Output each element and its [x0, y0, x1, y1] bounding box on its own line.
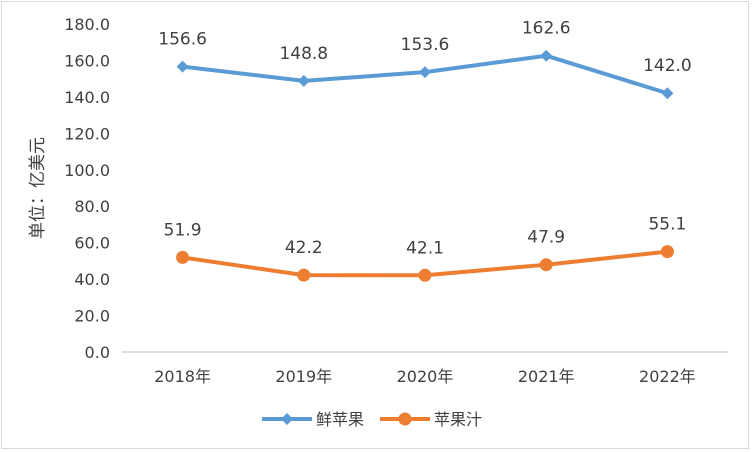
data-point — [176, 250, 190, 264]
y-tick-label: 180.0 — [64, 15, 110, 34]
series-group: 156.6 148.8 153.6 162.6 142.0 51.9 42.2 42.1 47.… — [158, 19, 692, 282]
y-axis-title-group: 单位：亿美元 — [28, 137, 48, 239]
data-point — [419, 66, 431, 79]
y-tick-label: 100.0 — [64, 161, 110, 180]
legend-label: 苹果汁 — [434, 410, 482, 429]
data-point — [297, 268, 311, 282]
data-point — [661, 87, 674, 100]
data-point — [176, 60, 189, 73]
x-tick-label: 2022年 — [639, 367, 696, 386]
series-1: 156.6 148.8 153.6 162.6 142.0 — [158, 19, 692, 100]
series-2: 51.9 42.2 42.1 47.9 55.1 — [164, 215, 686, 282]
legend-label: 鲜苹果 — [316, 410, 364, 429]
data-label: 42.2 — [285, 238, 323, 258]
y-tick-label: 40.0 — [74, 270, 110, 289]
x-tick-label: 2019年 — [275, 367, 332, 386]
data-label: 142.0 — [643, 56, 692, 76]
data-label: 47.9 — [527, 228, 565, 248]
y-tick-label: 20.0 — [74, 307, 110, 326]
data-label: 42.1 — [406, 238, 444, 258]
data-label: 156.6 — [158, 30, 207, 50]
data-label: 153.6 — [401, 35, 450, 55]
legend: 鲜苹果 苹果汁 — [262, 410, 482, 429]
y-tick-label: 120.0 — [64, 124, 110, 143]
data-point — [418, 268, 432, 282]
x-tick-label: 2020年 — [397, 367, 454, 386]
data-point — [539, 258, 553, 272]
y-tick-label: 80.0 — [74, 197, 110, 216]
y-tick-label: 160.0 — [64, 51, 110, 70]
data-label: 162.6 — [522, 19, 571, 39]
data-label: 148.8 — [279, 44, 328, 64]
y-tick-label: 0.0 — [85, 343, 110, 362]
x-axis-ticks: 2018年 2019年 2020年 2021年 2022年 — [154, 367, 696, 386]
data-point — [297, 74, 310, 87]
legend-marker — [281, 413, 293, 425]
x-tick-label: 2021年 — [518, 367, 575, 386]
data-point — [540, 49, 553, 62]
x-tick-label: 2018年 — [154, 367, 211, 386]
y-axis-ticks: 0.0 20.0 40.0 60.0 80.0 100.0 120.0 140.0 160.0 1… — [64, 15, 110, 362]
legend-item: 鲜苹果 — [262, 410, 364, 429]
y-tick-label: 140.0 — [64, 88, 110, 107]
data-point — [660, 245, 674, 259]
data-label: 51.9 — [164, 220, 202, 240]
legend-marker — [398, 412, 412, 426]
data-label: 55.1 — [648, 215, 686, 235]
legend-item: 苹果汁 — [380, 410, 482, 429]
y-axis-title: 单位：亿美元 — [28, 137, 48, 239]
y-tick-label: 60.0 — [74, 234, 110, 253]
